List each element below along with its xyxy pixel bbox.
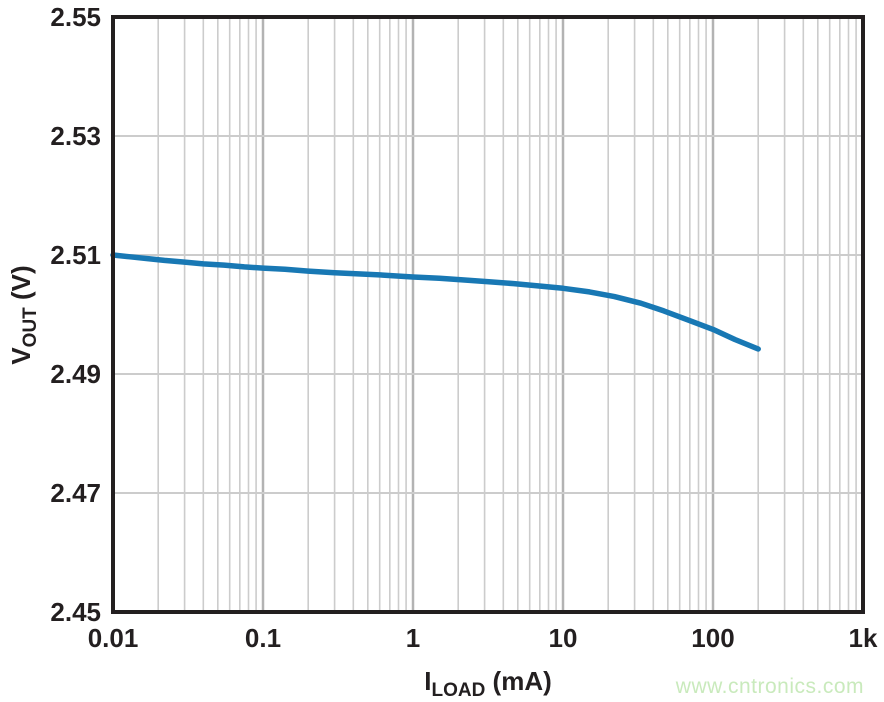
y-tick-label: 2.49 (50, 359, 101, 389)
y-tick-label: 2.53 (50, 121, 101, 151)
x-tick-label: 1k (849, 623, 878, 653)
x-tick-label: 100 (691, 623, 734, 653)
x-tick-label: 1 (406, 623, 420, 653)
x-axis-title: ILOAD (mA) (424, 666, 552, 701)
y-tick-label: 2.45 (50, 597, 101, 627)
watermark: www.cntronics.com (675, 675, 864, 698)
y-tick-label: 2.55 (50, 2, 101, 32)
y-tick-label: 2.51 (50, 240, 101, 270)
x-tick-label: 0.1 (245, 623, 281, 653)
x-tick-label: 10 (549, 623, 578, 653)
y-tick-label: 2.47 (50, 478, 101, 508)
x-tick-label: 0.01 (88, 623, 139, 653)
plot-border (111, 15, 865, 614)
series-line-vout (110, 252, 761, 352)
y-axis-title: VOUT (V) (6, 265, 41, 364)
